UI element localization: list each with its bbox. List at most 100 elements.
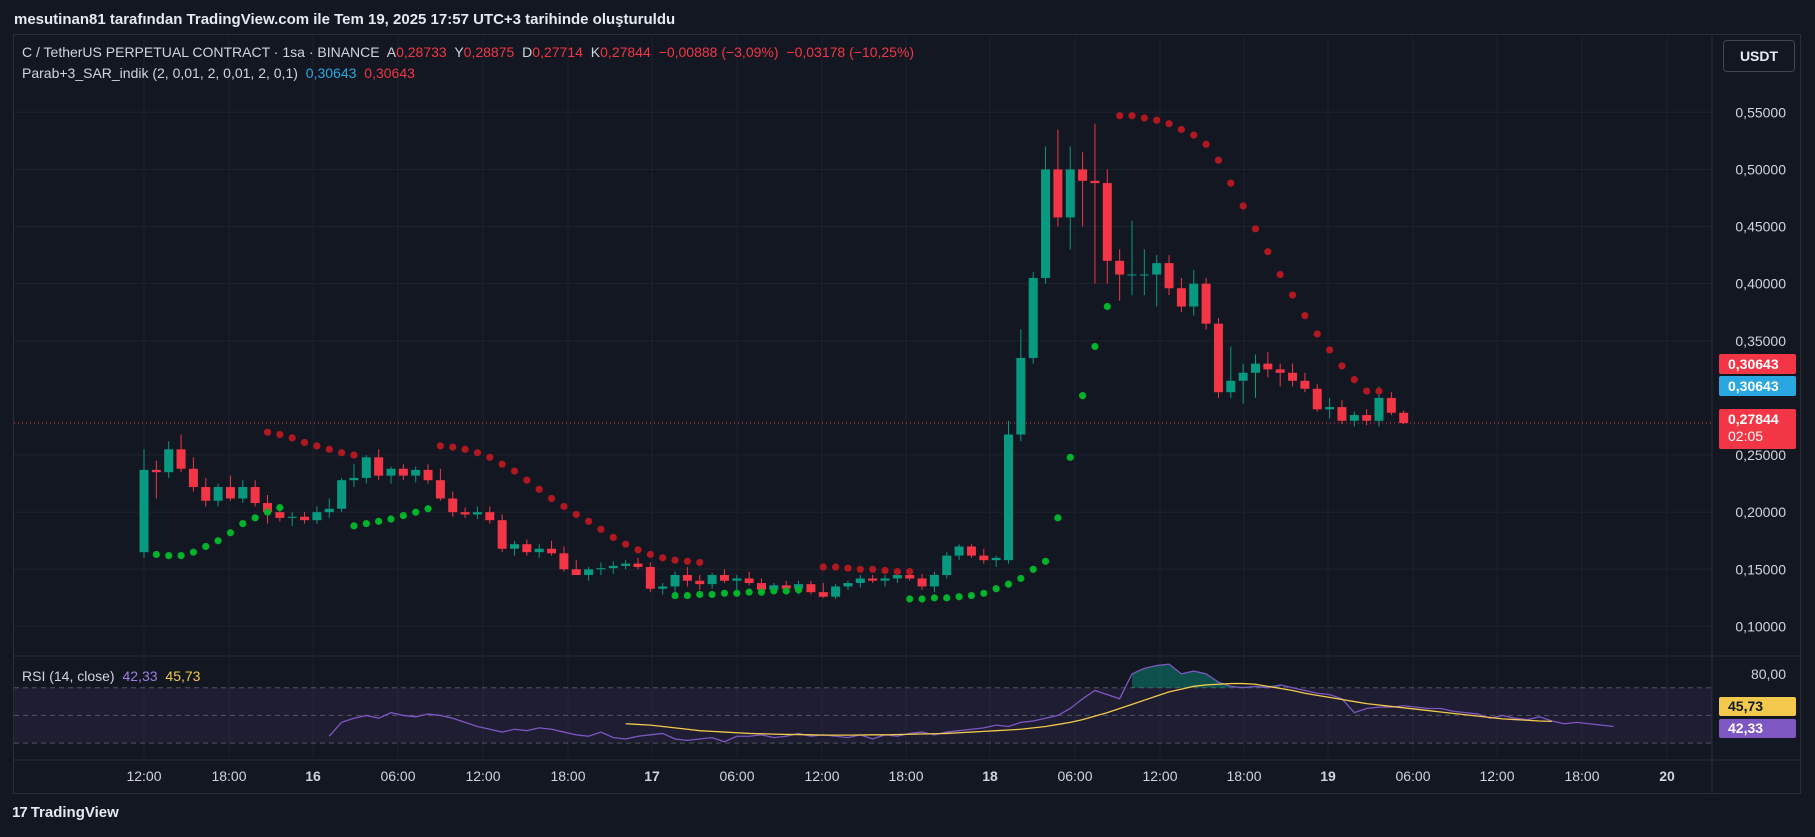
candle-body <box>176 449 186 469</box>
rsi-line <box>328 663 1614 743</box>
sar-dot <box>276 430 284 439</box>
candle-body <box>1275 369 1285 373</box>
candle-body <box>300 516 310 521</box>
candle-body <box>1374 397 1384 421</box>
candle-body <box>892 575 902 579</box>
sar-dot <box>1239 202 1247 210</box>
indicator-value-2: 0,30643 <box>364 65 415 81</box>
price-tick-label: 0,55000 <box>1735 104 1786 120</box>
candle-body <box>201 487 211 501</box>
sar-series <box>152 112 1383 603</box>
sar-dot <box>362 520 370 528</box>
sar-dot <box>399 512 407 520</box>
sar-dot <box>634 546 642 554</box>
candle-body <box>1349 415 1359 421</box>
sar-dot <box>1029 565 1037 573</box>
low-label: D <box>522 44 533 60</box>
candle-body <box>621 563 631 566</box>
sar-dot <box>535 485 543 493</box>
sar-dot <box>276 504 284 512</box>
symbol-title[interactable]: C / TetherUS PERPETUAL CONTRACT · 1sa · … <box>22 44 380 60</box>
sar-dot <box>263 428 272 436</box>
sar-dot <box>226 529 235 537</box>
candle-body <box>1004 434 1013 561</box>
rsi-value: 42,33 <box>122 668 158 684</box>
candle-body <box>1078 169 1088 181</box>
sar-dot <box>1054 514 1062 522</box>
candle-body <box>917 578 927 587</box>
sar-dot <box>1363 387 1371 395</box>
sar-red-price-tag: 0,30643 <box>1719 354 1796 374</box>
candle-body <box>1213 323 1223 393</box>
sar-dot <box>585 517 593 525</box>
candle-body <box>732 578 742 581</box>
candle-body <box>497 520 507 549</box>
indicator-legend[interactable]: Parab+3_SAR_indik (2, 0,01, 2, 0,01, 2, … <box>22 65 419 81</box>
rsi-ma-line <box>625 682 1552 736</box>
sar-dot <box>461 445 469 453</box>
sar-dot <box>412 508 420 516</box>
candle-body <box>1386 397 1396 413</box>
sar-dot <box>918 595 926 603</box>
sar-dot <box>1165 120 1173 128</box>
candle-body <box>1102 183 1112 261</box>
time-axis[interactable]: 12:00 18:00 16 06:00 12:00 18:00 17 06:00 12:00 1… <box>126 768 1675 784</box>
indicator-name[interactable]: Parab+3_SAR_indik (2, 0,01, 2, 0,01, 2, … <box>22 65 298 81</box>
sar-dot <box>1128 112 1136 120</box>
candle-body <box>806 584 816 593</box>
candle-body <box>633 563 643 568</box>
indicator-value-1: 0,30643 <box>305 65 357 81</box>
sar-dot <box>671 556 679 564</box>
candle-body <box>1152 263 1162 275</box>
time-tick-label: 12:00 <box>1142 768 1177 784</box>
price-axis[interactable]: 0,55000 0,50000 0,45000 0,40000 0,35000 0,250… <box>1735 104 1786 634</box>
sar-dot <box>844 564 852 572</box>
open-label: A <box>386 44 397 60</box>
sar-dot <box>473 449 482 457</box>
sar-dot <box>967 591 976 600</box>
candle-body <box>571 569 581 576</box>
time-tick-label: 06:00 <box>1057 768 1092 784</box>
price-tick-label: 0,50000 <box>1735 161 1786 177</box>
sar-dot <box>177 551 185 560</box>
rsi-legend[interactable]: RSI (14, close) 42,33 45,73 <box>22 668 204 684</box>
sar-dot <box>338 449 346 457</box>
sar-dot <box>1190 131 1198 139</box>
candle-body <box>695 580 705 585</box>
sar-dot <box>696 590 704 599</box>
candle-body <box>460 512 470 515</box>
candle-body <box>188 468 198 488</box>
candle-body <box>1312 388 1322 410</box>
candle-body <box>374 457 384 476</box>
rsi-ma-tag: 45,73 <box>1719 697 1796 716</box>
candle-body <box>324 508 334 513</box>
sar-dot <box>906 595 914 603</box>
sar-dot <box>547 494 556 503</box>
candle-body <box>398 468 408 476</box>
candle-body <box>1201 283 1211 324</box>
time-tick-label: 12:00 <box>1479 768 1514 784</box>
currency-button[interactable]: USDT <box>1723 40 1795 72</box>
symbol-legend[interactable]: C / TetherUS PERPETUAL CONTRACT · 1sa · … <box>22 44 918 60</box>
price-tick-label: 0,15000 <box>1735 561 1786 577</box>
candle-body <box>1238 372 1248 381</box>
brand-name: TradingView <box>30 804 119 821</box>
sar-dot <box>202 542 210 551</box>
sar-dot <box>1103 302 1111 311</box>
sar-dot <box>350 451 358 459</box>
price-tick-label: 0,35000 <box>1735 333 1786 349</box>
candle-body <box>151 469 161 473</box>
sar-dot <box>622 540 630 548</box>
candle-body <box>596 568 606 570</box>
candle-body <box>275 512 285 518</box>
rsi-name[interactable]: RSI (14, close) <box>22 668 115 684</box>
candle-body <box>658 586 668 589</box>
candle-body <box>954 546 964 556</box>
tradingview-footer[interactable]: 17 TradingView <box>12 804 119 821</box>
candle-body <box>868 578 878 581</box>
sar-dot <box>214 537 222 545</box>
candle-body <box>1362 415 1372 421</box>
price-tick-label: 0,40000 <box>1735 276 1786 292</box>
candle-body <box>818 592 828 597</box>
